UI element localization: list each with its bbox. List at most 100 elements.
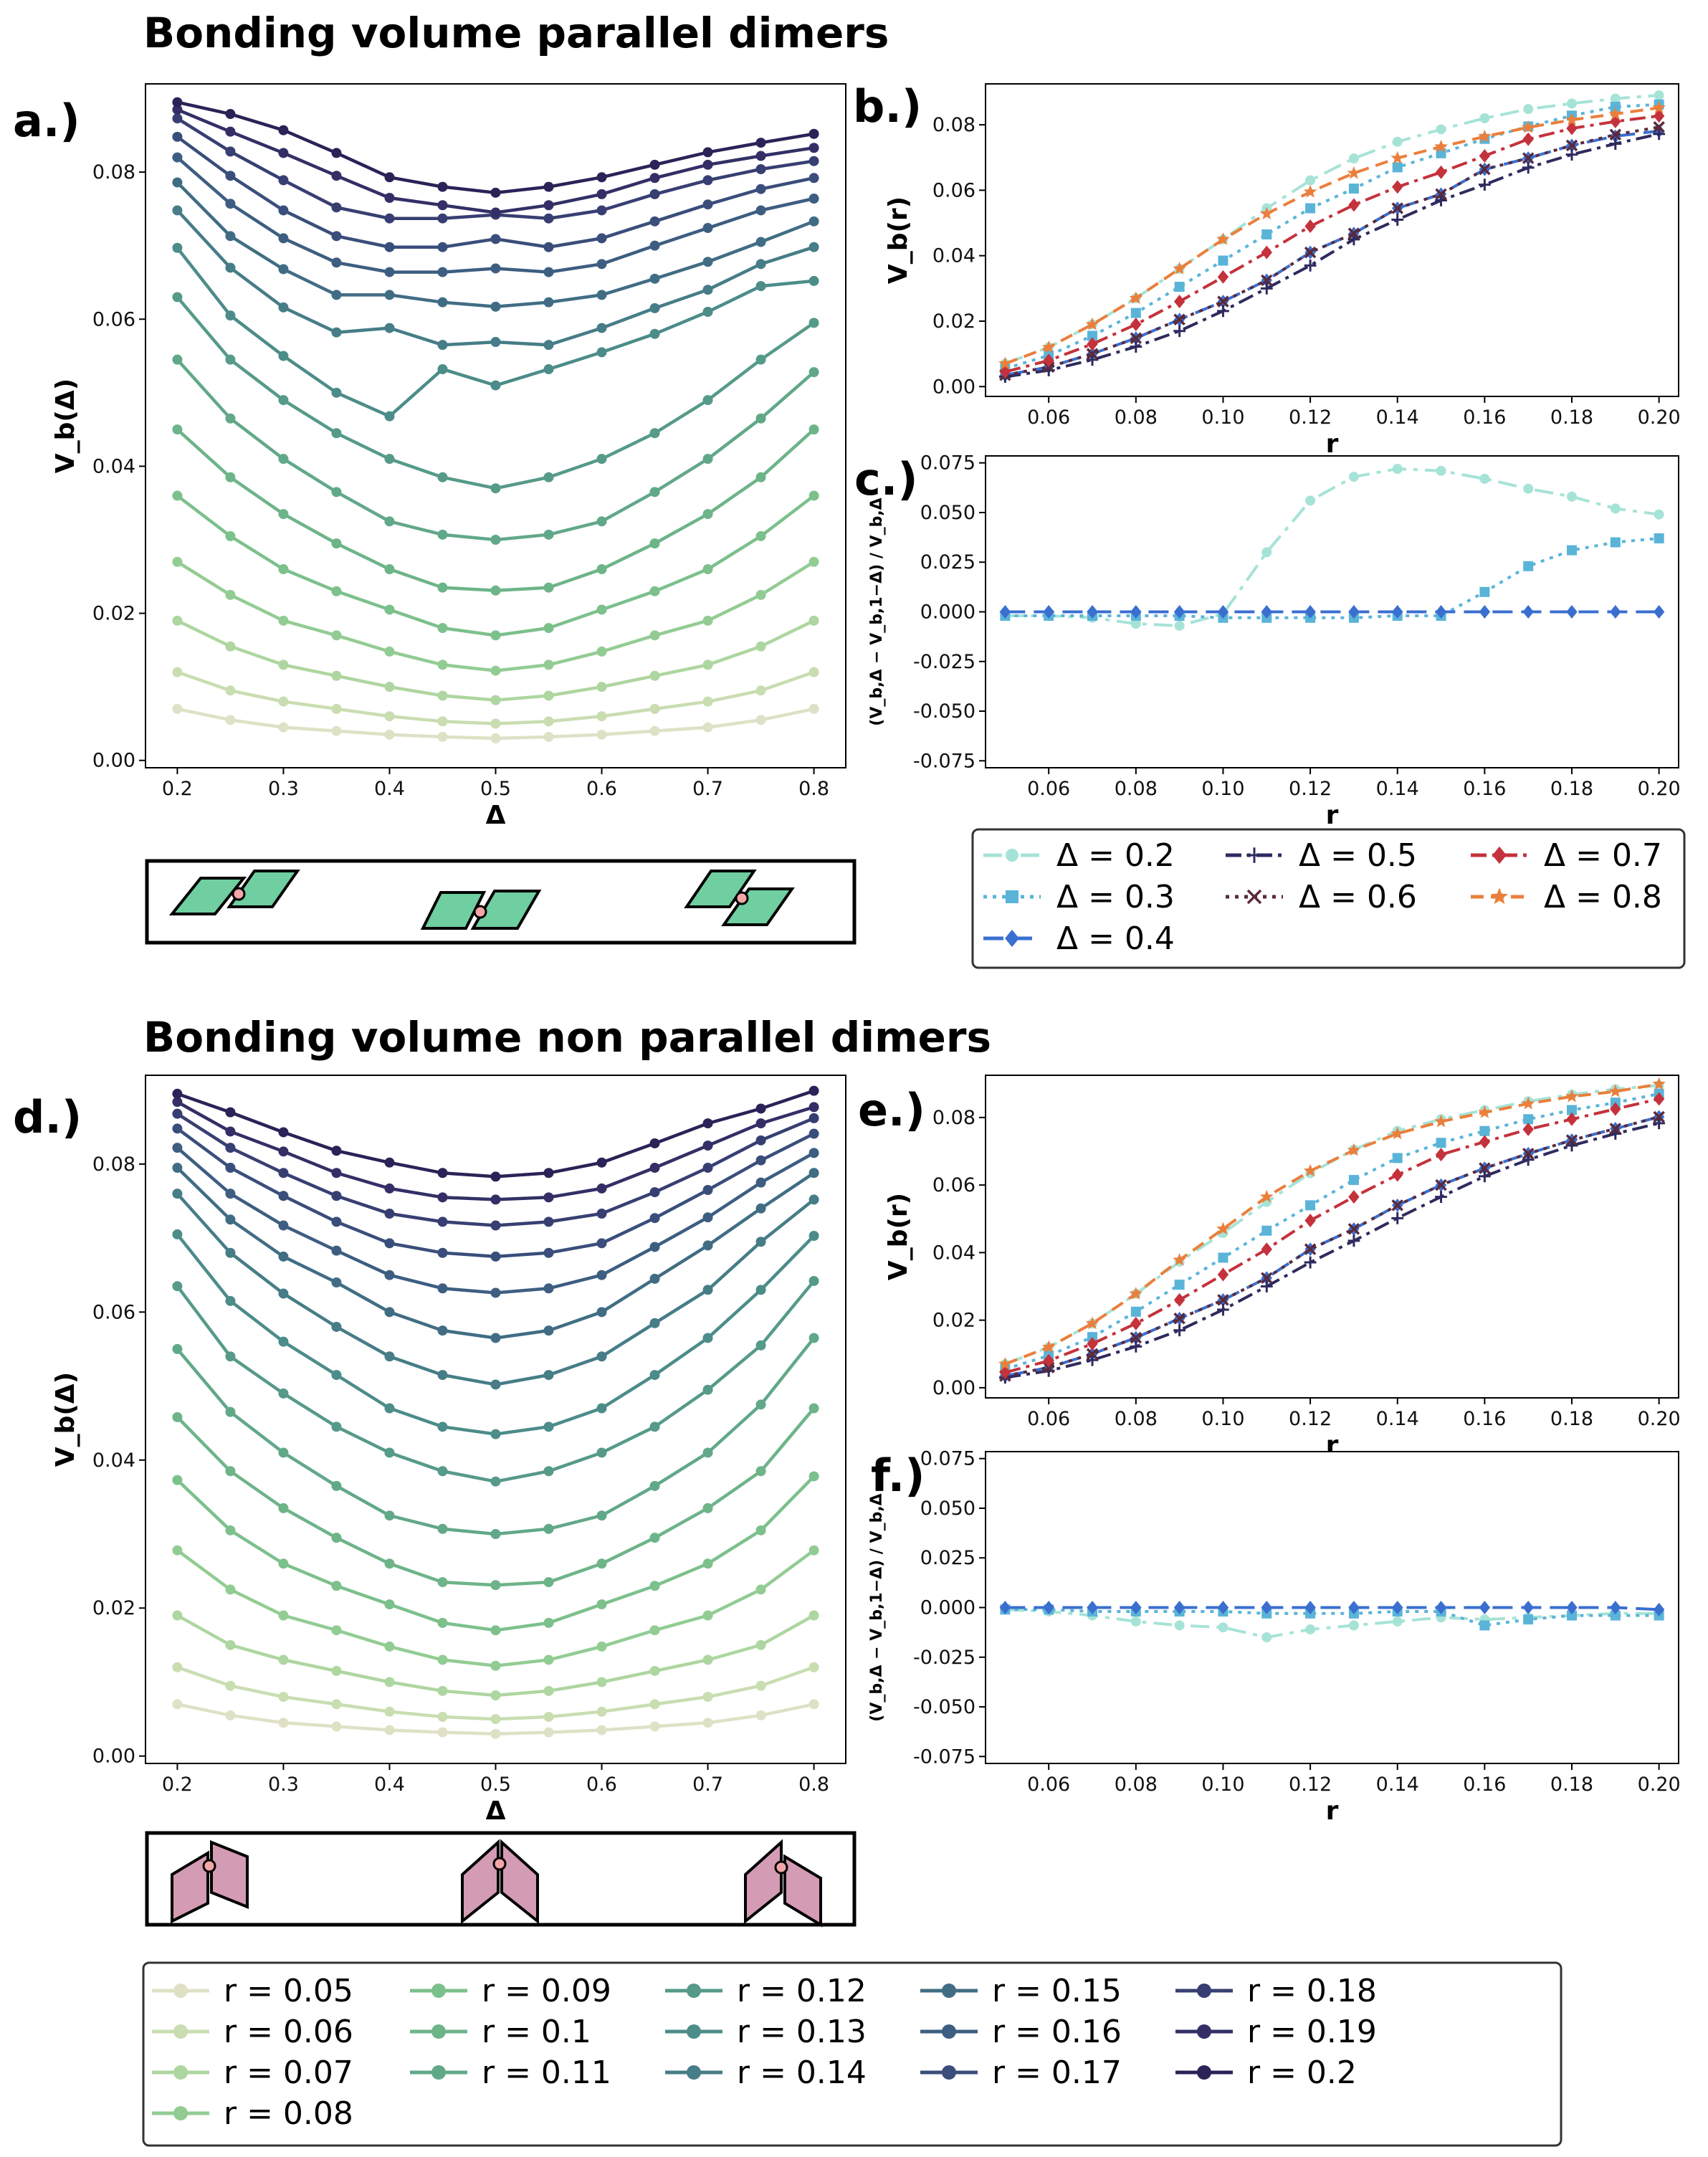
- data-point: [1479, 113, 1490, 123]
- data-point: [999, 605, 1011, 619]
- data-point: [278, 351, 289, 361]
- data-point: [278, 1220, 289, 1231]
- legend-marker: [431, 2065, 446, 2080]
- data-point: [437, 623, 448, 634]
- data-point: [384, 411, 395, 422]
- x-tick-label: 0.06: [1027, 1408, 1070, 1430]
- series-r-0-15: [172, 1163, 819, 1343]
- x-tick-label: 0.10: [1201, 778, 1244, 800]
- data-point: [1654, 533, 1664, 543]
- legend-label: Δ = 0.7: [1544, 837, 1662, 874]
- data-point: [1217, 1303, 1229, 1316]
- y-tick-label: 0.04: [932, 245, 975, 267]
- data-point: [331, 630, 342, 641]
- data-point: [755, 1135, 766, 1146]
- data-point: [1087, 1337, 1098, 1351]
- data-point: [384, 1706, 395, 1717]
- legend-label: r = 0.12: [737, 1973, 867, 2009]
- data-point: [172, 1662, 183, 1672]
- data-point: [490, 1690, 501, 1701]
- data-point: [437, 1711, 448, 1722]
- data-point: [1347, 227, 1360, 239]
- data-point: [1565, 139, 1578, 152]
- data-point: [1434, 139, 1448, 153]
- data-point: [225, 1189, 236, 1199]
- data-point: [490, 733, 501, 743]
- x-tick-label: 0.18: [1550, 778, 1593, 800]
- legend-label: Δ = 0.6: [1299, 879, 1417, 915]
- data-point: [808, 275, 819, 286]
- data-point: [1610, 101, 1621, 112]
- data-point: [384, 242, 395, 252]
- data-point: [702, 1692, 713, 1703]
- parallel-dimer-2: [420, 890, 542, 930]
- data-point: [1522, 1601, 1534, 1614]
- series-r-0-05: [172, 703, 819, 743]
- legend-r-entry: r = 0.14: [665, 2054, 867, 2091]
- data-point: [384, 1677, 395, 1687]
- data-point: [649, 1665, 660, 1676]
- data-point: [225, 109, 236, 120]
- legend-marker: [942, 1984, 956, 1998]
- data-point: [225, 1247, 236, 1258]
- series--0-5: [998, 1117, 1666, 1384]
- x-axis-label: r: [1326, 429, 1339, 459]
- non-parallel-dimer-2: [461, 1839, 539, 1925]
- data-point: [331, 670, 342, 681]
- data-point: [755, 1710, 766, 1720]
- data-point: [755, 1639, 766, 1650]
- legend-r: r = 0.05 r = 0.06 r = 0.07 r = 0.08 r = 0.09…: [142, 1961, 1563, 2147]
- series-r-0-17: [172, 1123, 819, 1262]
- data-point: [998, 1357, 1012, 1370]
- data-point: [1304, 605, 1316, 619]
- data-point: [331, 586, 342, 596]
- data-point: [808, 1231, 819, 1241]
- data-point: [1086, 1348, 1099, 1360]
- data-point: [1087, 337, 1098, 351]
- data-point: [1392, 1153, 1403, 1163]
- data-point: [1653, 1117, 1666, 1130]
- series-line: [1005, 1608, 1659, 1627]
- data-point: [755, 472, 766, 482]
- data-point: [596, 1238, 607, 1249]
- data-point: [278, 148, 289, 158]
- data-point: [1216, 1222, 1230, 1235]
- x-axis-label: Δ: [486, 801, 506, 830]
- data-point: [278, 660, 289, 670]
- data-point: [331, 487, 342, 497]
- data-point: [278, 233, 289, 244]
- legend-r-entry: r = 0.09: [410, 1973, 611, 2009]
- data-point: [1566, 1610, 1577, 1621]
- data-point: [490, 1728, 501, 1739]
- data-point: [172, 556, 183, 567]
- data-point: [331, 1699, 342, 1710]
- y-tick-label: 0.00: [92, 1746, 135, 1768]
- data-point: [543, 1727, 554, 1738]
- data-point: [543, 1370, 554, 1381]
- data-point: [384, 1351, 395, 1362]
- data-point: [1347, 233, 1360, 246]
- data-point: [649, 1699, 660, 1710]
- data-point: [702, 1384, 713, 1395]
- series--0-4: [999, 605, 1665, 619]
- data-point: [702, 722, 713, 733]
- data-point: [1130, 318, 1142, 332]
- data-point: [437, 1685, 448, 1696]
- x-tick-label: 0.3: [268, 1773, 299, 1796]
- data-point: [278, 302, 289, 313]
- series--0-7: [999, 1092, 1665, 1380]
- legend-label: r = 0.1: [482, 2014, 591, 2050]
- data-point: [437, 716, 448, 727]
- data-point: [1174, 1620, 1185, 1631]
- data-point: [437, 1325, 448, 1336]
- data-point: [490, 585, 501, 596]
- data-point: [755, 237, 766, 247]
- data-point: [755, 1466, 766, 1477]
- x-tick-label: 0.08: [1115, 1408, 1158, 1430]
- data-point: [1522, 605, 1534, 619]
- data-point: [1652, 100, 1666, 114]
- data-point: [999, 1366, 1011, 1380]
- data-point: [331, 1146, 342, 1156]
- data-point: [1436, 124, 1446, 135]
- data-point: [1610, 1102, 1621, 1116]
